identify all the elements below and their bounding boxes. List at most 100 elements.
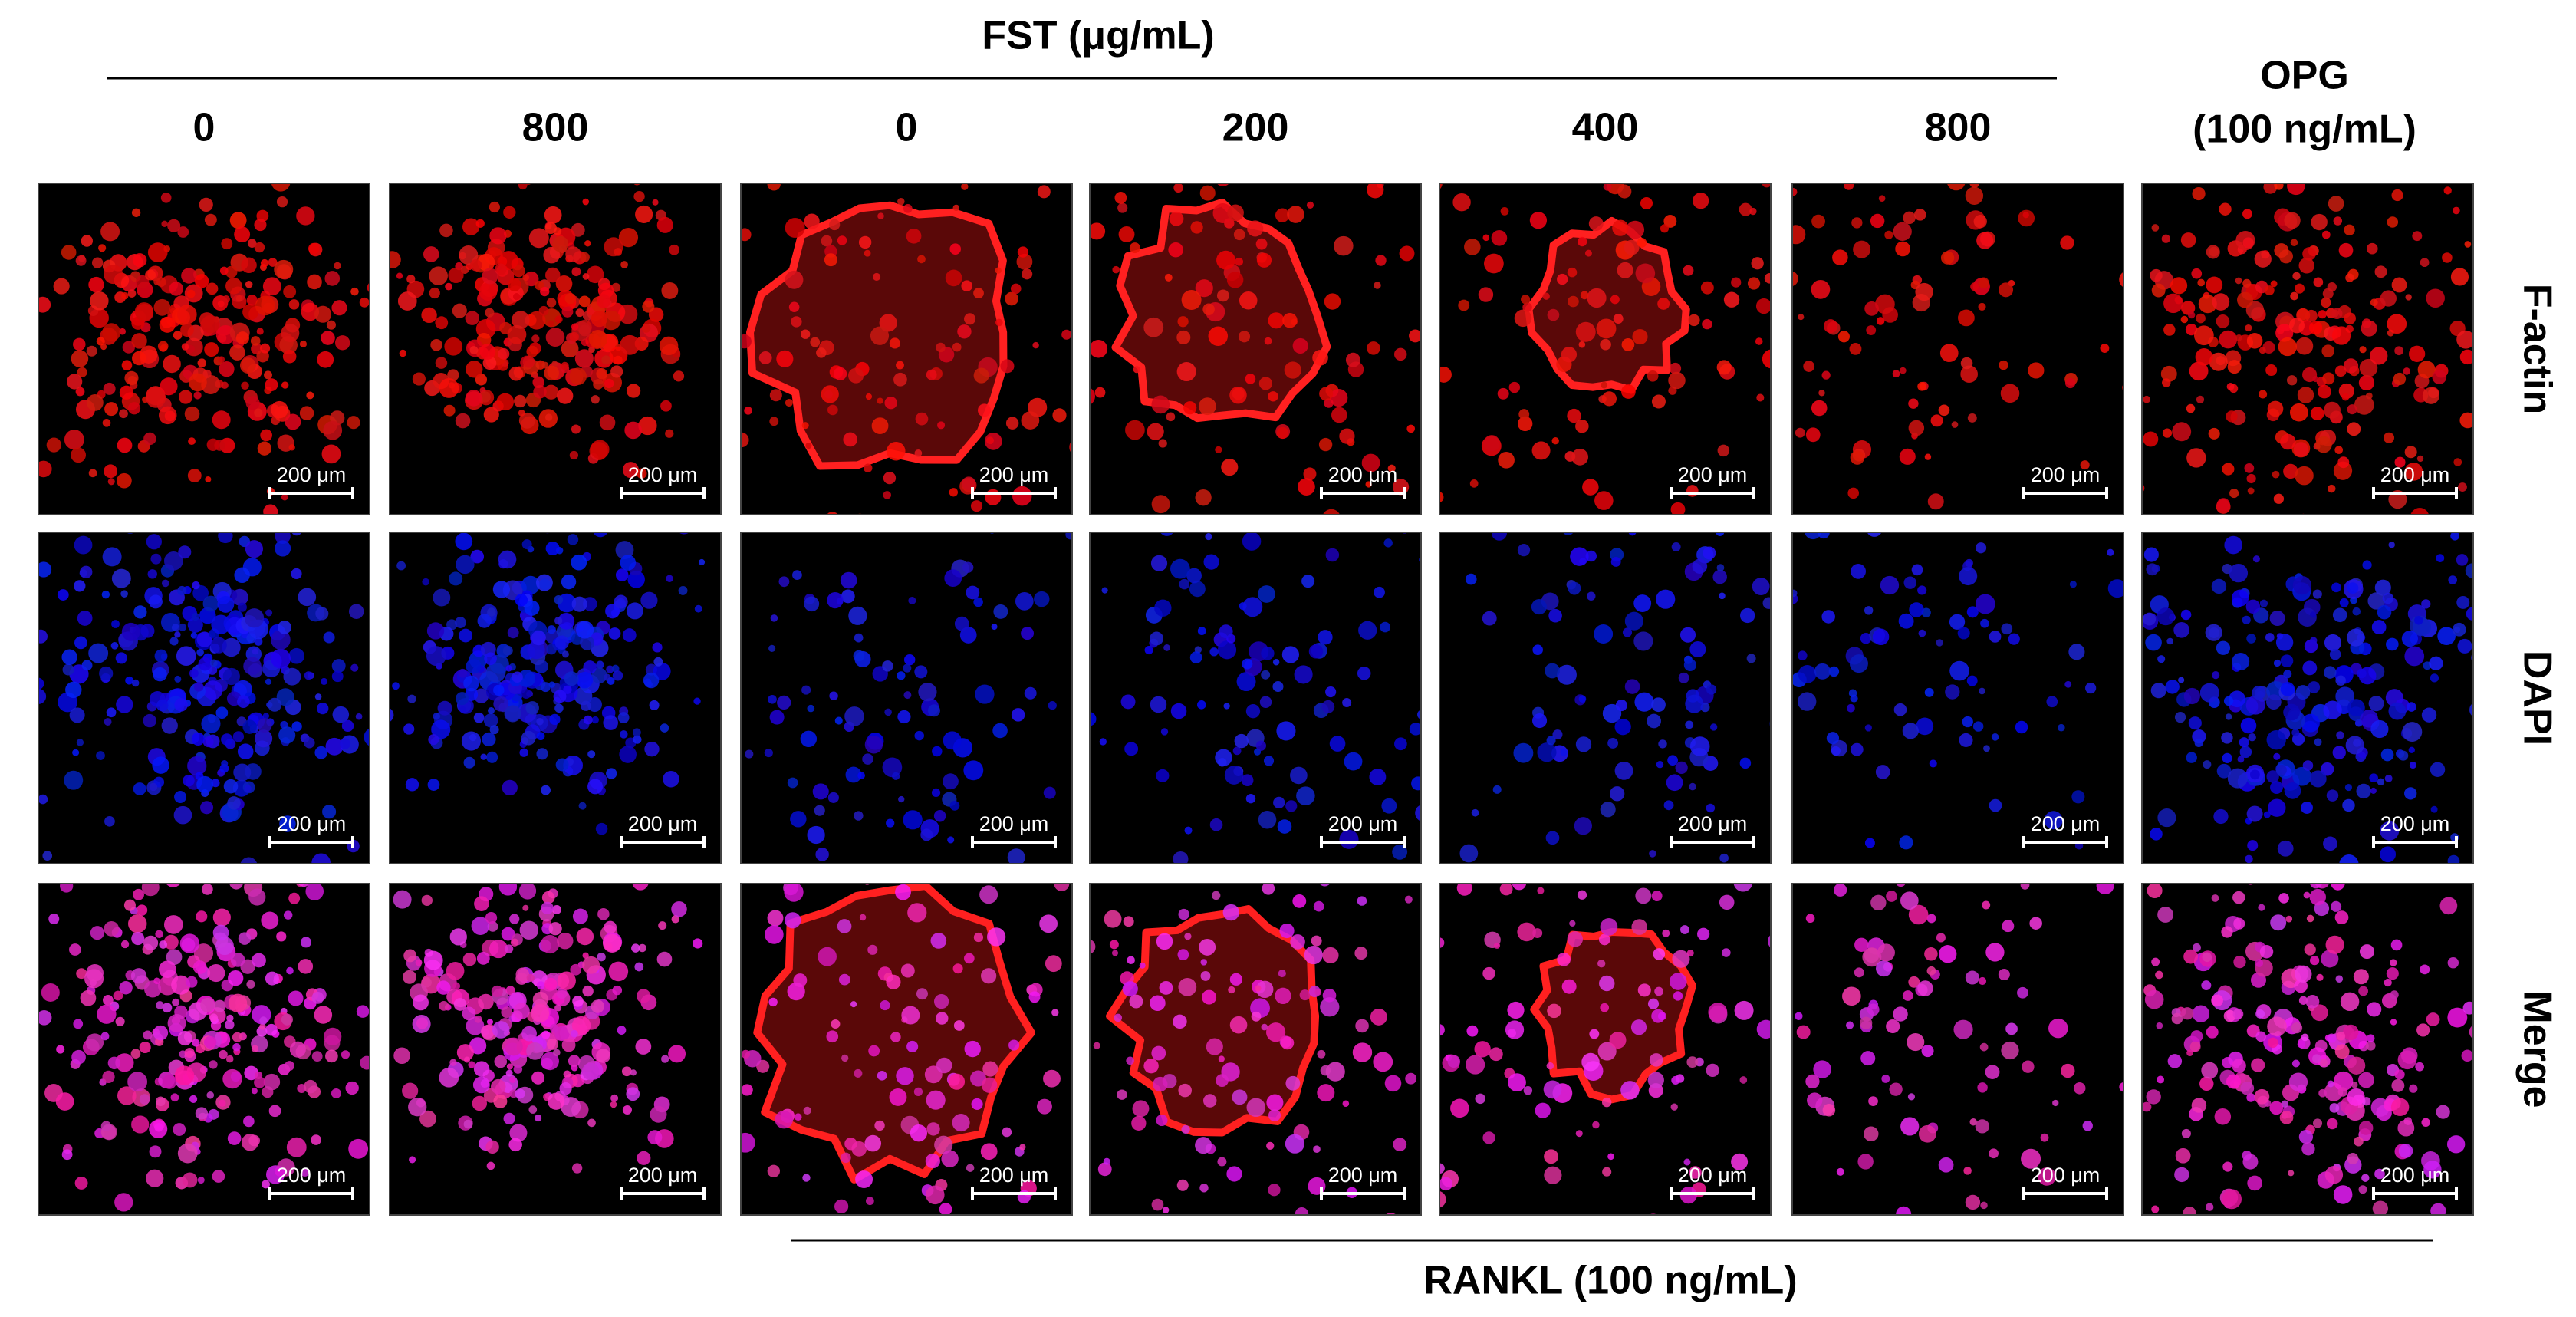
cell xyxy=(1258,377,1273,390)
cell xyxy=(620,334,640,355)
cell xyxy=(2394,456,2406,468)
cell xyxy=(1331,407,1347,423)
cell xyxy=(473,712,485,723)
cell xyxy=(1163,644,1170,651)
cell xyxy=(873,864,890,881)
cell xyxy=(1214,114,1221,121)
cell xyxy=(1620,1081,1640,1100)
cell xyxy=(785,156,794,165)
cell xyxy=(896,1067,914,1085)
cell xyxy=(163,551,183,571)
cell xyxy=(2226,1074,2241,1089)
cell xyxy=(2038,1167,2056,1186)
image-content xyxy=(1439,183,1771,515)
cell xyxy=(498,347,510,360)
cell xyxy=(1798,692,1817,711)
cell xyxy=(2189,1041,2201,1052)
cell xyxy=(1989,631,2002,643)
cell xyxy=(1903,211,1916,225)
cell xyxy=(263,1073,281,1091)
cell xyxy=(2354,1136,2364,1147)
cell xyxy=(807,704,815,713)
cell xyxy=(521,575,540,594)
cell xyxy=(494,1055,508,1068)
cell xyxy=(580,635,595,650)
cell xyxy=(2327,484,2336,493)
cell xyxy=(2456,595,2470,609)
cell xyxy=(2359,944,2374,960)
cell xyxy=(2233,956,2246,969)
cell xyxy=(1352,1042,1373,1062)
cell xyxy=(289,1041,306,1058)
cell xyxy=(1864,724,1872,732)
cell xyxy=(104,921,120,937)
cell xyxy=(212,924,229,941)
cell xyxy=(111,568,131,588)
cell xyxy=(245,540,264,558)
cell xyxy=(192,581,200,590)
cell xyxy=(1242,658,1253,670)
cell xyxy=(1464,239,1481,255)
cell xyxy=(1657,297,1670,310)
cell xyxy=(1842,986,1861,1006)
cell xyxy=(153,278,161,286)
cell xyxy=(2211,994,2223,1007)
cell xyxy=(2347,699,2365,716)
cell xyxy=(1686,1056,1699,1068)
cell xyxy=(2426,1012,2440,1026)
cell xyxy=(656,951,673,967)
cell xyxy=(2398,750,2409,761)
cell xyxy=(554,315,563,324)
cell xyxy=(961,280,972,291)
cell xyxy=(1668,371,1686,390)
cell xyxy=(72,749,80,756)
scale-bar xyxy=(1320,836,1406,848)
cell xyxy=(1133,366,1140,374)
cell xyxy=(1373,1052,1393,1072)
cell xyxy=(1719,853,1729,863)
image-content xyxy=(1792,532,2124,864)
cell xyxy=(2214,513,2221,515)
cell xyxy=(2365,1040,2376,1051)
scale-bar xyxy=(620,836,706,848)
cell xyxy=(575,308,584,318)
scale-bar-label: 200 μm xyxy=(2031,463,2101,486)
cell xyxy=(2338,242,2354,258)
cell xyxy=(396,272,403,279)
cell xyxy=(449,928,467,946)
cell xyxy=(1889,1082,1903,1096)
cell xyxy=(1537,887,1545,894)
cell xyxy=(920,828,933,841)
cell xyxy=(1867,1003,1880,1016)
cell xyxy=(1755,337,1763,345)
cell xyxy=(2436,1105,2450,1119)
cell xyxy=(423,246,439,262)
cell xyxy=(1129,242,1140,254)
cell xyxy=(2371,620,2387,634)
cell xyxy=(1756,393,1765,402)
scale-bar xyxy=(1670,487,1755,499)
cell xyxy=(1594,491,1614,510)
cell xyxy=(254,408,263,417)
cell xyxy=(223,779,239,794)
cell xyxy=(403,723,415,735)
cell xyxy=(1409,329,1421,343)
cell xyxy=(210,637,227,654)
cell xyxy=(1206,1038,1223,1055)
cell xyxy=(445,282,452,291)
cell xyxy=(74,1177,88,1190)
cell xyxy=(1245,793,1256,804)
cell xyxy=(2334,365,2347,377)
cell xyxy=(1709,723,1718,731)
cell xyxy=(2295,685,2311,700)
cell xyxy=(38,629,48,644)
cell xyxy=(1568,295,1579,308)
cell xyxy=(2196,313,2206,324)
cell xyxy=(159,960,176,978)
cell xyxy=(1127,956,1135,965)
cell xyxy=(473,688,489,703)
cell xyxy=(2216,498,2230,512)
cell xyxy=(2298,996,2308,1005)
cell xyxy=(1600,918,1618,936)
cell xyxy=(1893,1006,1908,1022)
